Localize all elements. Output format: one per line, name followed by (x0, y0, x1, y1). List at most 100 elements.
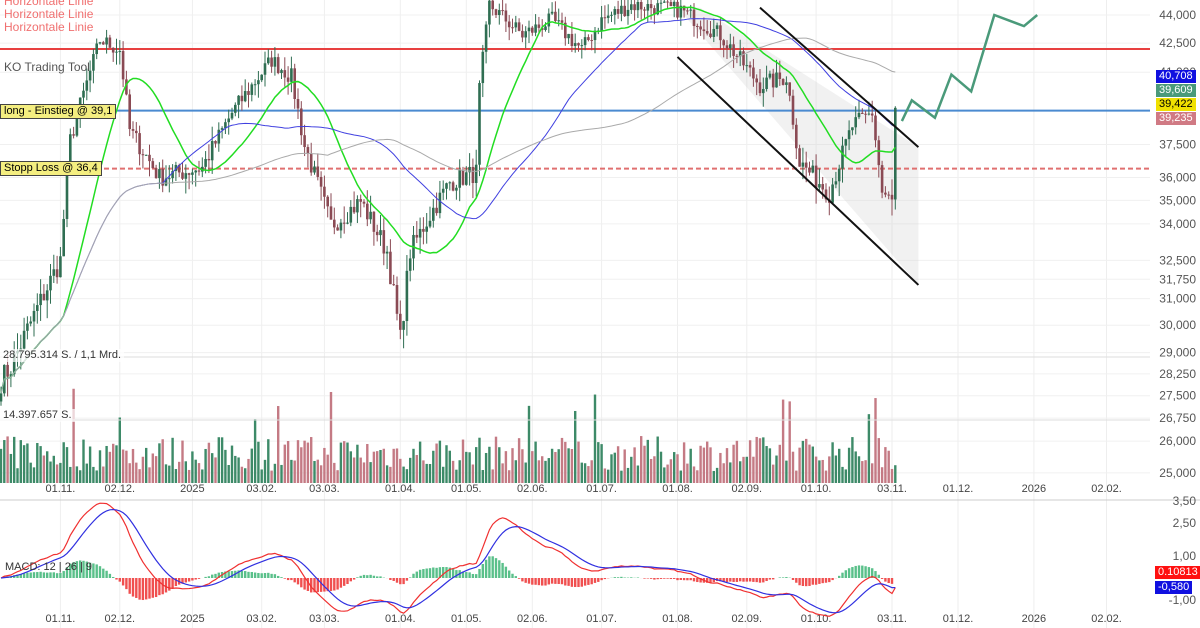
macd-hist-bar (699, 578, 702, 583)
candle-body (283, 70, 287, 78)
volume-bar (323, 447, 326, 483)
candle-body (187, 173, 191, 175)
macd-hist-bar (508, 570, 511, 578)
macd-hist-bar (418, 569, 422, 578)
macd-hist-bar (765, 578, 768, 582)
macd-hist-bar (438, 567, 442, 578)
macd-hist-bar (719, 578, 722, 582)
macd-hist-bar (145, 578, 148, 600)
volume-bar (88, 446, 92, 483)
volume-bar (762, 437, 765, 483)
volume-bar (772, 464, 775, 483)
macd-hist-bar (121, 578, 125, 586)
volume-bar (867, 414, 871, 483)
volume-bar (402, 466, 405, 483)
volume-bar (240, 466, 244, 483)
macd-hist-bar (725, 578, 729, 582)
volume-bar (831, 442, 834, 483)
macd-hist-bar (293, 578, 296, 583)
volume-bar (514, 460, 517, 483)
volume-bar (785, 460, 788, 483)
volume-bar (49, 461, 52, 483)
candle-body (531, 27, 534, 33)
macd-hist-bar (237, 570, 240, 578)
candle-body (656, 3, 659, 15)
volume-bar (339, 442, 343, 483)
candle-body (0, 393, 3, 402)
stop-loss-label[interactable]: Stopp Loss @ 36,4 (0, 161, 102, 176)
volume-bar (583, 463, 587, 483)
candle-body (762, 89, 765, 94)
candle-body (52, 269, 56, 276)
x-tick-label: 01.08. (662, 483, 693, 495)
candle-body (326, 196, 329, 207)
volume-bar (501, 463, 504, 483)
volume-bar (13, 436, 16, 483)
macd-hist-bar (524, 578, 527, 583)
volume-bar (194, 459, 197, 483)
candle-body (781, 78, 785, 85)
macd-hist-bar (346, 578, 349, 585)
candle-body (788, 82, 791, 96)
candle-body (455, 187, 458, 191)
candle-body (138, 133, 141, 155)
macd-hist-bar (547, 578, 550, 585)
macd-hist-bar (323, 578, 326, 592)
volume-bar (217, 437, 220, 483)
volume-bar (382, 448, 385, 483)
channel-lower-line (676, 56, 920, 286)
candle-body (286, 77, 290, 82)
macd-hist-bar (781, 577, 785, 578)
price-tick-label: 30,000 (1159, 318, 1196, 332)
volume-bar (673, 452, 676, 483)
volume-bar (550, 448, 554, 483)
macd-hist-bar (151, 578, 154, 598)
candle-body (504, 10, 508, 22)
volume-bar (521, 449, 524, 483)
macd-hist-bar (59, 572, 62, 578)
volume-bar (626, 467, 630, 483)
volume-bar (808, 444, 811, 483)
candle-body (623, 5, 626, 17)
candle-body (270, 57, 273, 67)
volume-bar (828, 456, 831, 483)
candle-body (118, 51, 122, 53)
volume-bar (702, 447, 706, 483)
volume-bar (745, 456, 748, 483)
candle-body (867, 113, 871, 115)
candle-body (765, 77, 768, 90)
volume-bar (273, 463, 277, 483)
macd-hist-bar (352, 578, 356, 580)
macd-hist-bar (88, 562, 92, 578)
candle-body (752, 67, 755, 79)
volume-bar (204, 448, 207, 483)
x-tick-label: 02.12. (105, 483, 136, 495)
candle-body (128, 94, 131, 130)
macd-hist-bar (673, 578, 676, 579)
price-tick-label: 42,500 (1159, 36, 1196, 50)
long-entry-label[interactable]: long - Einstieg @ 39,1 (0, 104, 117, 119)
volume-bar (557, 449, 560, 483)
volume-bar (59, 462, 62, 483)
macd-hist-bar (679, 578, 682, 580)
volume-bar (534, 441, 537, 483)
macd-hist-bar (412, 573, 415, 578)
candle-body (583, 37, 587, 46)
volume-bar (201, 469, 204, 483)
macd-hist-bar (643, 578, 646, 579)
macd-hist-bar (247, 571, 250, 578)
macd-hist-bar (187, 578, 191, 582)
volume-bar (412, 448, 415, 483)
price-tick-label: 32,500 (1159, 253, 1196, 267)
macd-hist-bar (541, 578, 544, 586)
macd-hist-bar (531, 578, 534, 585)
x-tick-label: 01.08. (662, 613, 693, 625)
volume-bar (125, 450, 128, 483)
candle-body (719, 25, 722, 41)
volume-bar (329, 391, 333, 483)
macd-hist-bar (739, 578, 742, 582)
candle-body (435, 207, 438, 214)
candle-body (633, 4, 636, 11)
